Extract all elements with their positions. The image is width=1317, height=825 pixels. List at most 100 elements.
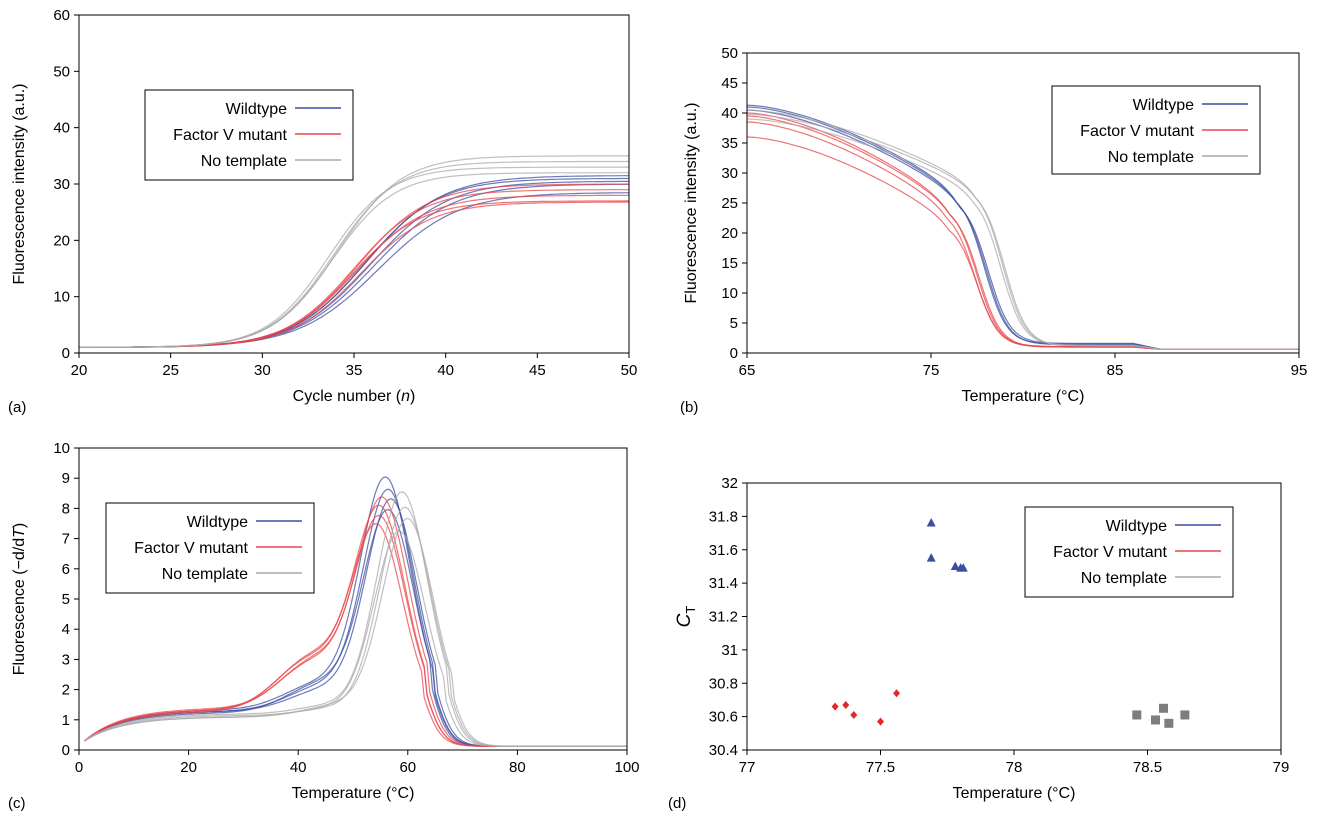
mutant-point — [850, 710, 858, 719]
y-tick-label: 3 — [62, 651, 70, 668]
x-tick-label: 40 — [437, 362, 454, 379]
plot-area — [747, 104, 1299, 350]
y-axis-label: Fluorescence intensity (a.u.) — [11, 84, 28, 285]
mutant-point — [877, 717, 884, 726]
x-tick-label: 35 — [346, 362, 363, 379]
x-tick-label: 20 — [180, 759, 197, 776]
amplification-curve — [79, 155, 629, 348]
y-tick-label: 31 — [721, 642, 738, 659]
amplification-curve — [79, 183, 629, 348]
legend-entry-label: No template — [1108, 149, 1194, 166]
panel-d-scatter: 77 77.5 78 78.5 79 30.4 30.6 30.8 31 31.2 31.4 31.6… — [668, 475, 1289, 812]
y-tick-label: 20 — [721, 225, 738, 242]
legend-entry-label: Factor V mutant — [1080, 123, 1194, 140]
y-tick-label: 10 — [721, 285, 738, 302]
panel-label: (b) — [680, 399, 698, 416]
amplification-curve — [79, 183, 629, 348]
amplification-curve — [79, 172, 629, 348]
plot-area — [84, 476, 627, 747]
y-tick-label: 31.4 — [709, 575, 738, 592]
y-tick-label: 10 — [53, 289, 70, 306]
y-tick-label: 40 — [53, 120, 70, 137]
amplification-curve — [79, 189, 629, 348]
y-axis-label: CT — [674, 606, 698, 628]
y-tick-label: 35 — [721, 135, 738, 152]
y-tick-label: 50 — [53, 63, 70, 80]
y-tick-label: 60 — [53, 7, 70, 24]
y-tick-label: 31.2 — [709, 609, 738, 626]
y-tick-label: 30.6 — [709, 709, 738, 726]
x-tick-label: 95 — [1291, 362, 1308, 379]
amplification-curve — [79, 180, 629, 348]
x-axis-label: Cycle number (n) — [293, 388, 416, 405]
panel-label: (c) — [8, 795, 26, 812]
panel-label: (d) — [668, 795, 686, 812]
x-tick-label: 30 — [254, 362, 271, 379]
y-tick-label: 30.8 — [709, 675, 738, 692]
plot-area — [79, 155, 629, 348]
y-tick-label: 40 — [721, 105, 738, 122]
no-template-point — [1151, 715, 1161, 725]
x-tick-label: 100 — [614, 759, 639, 776]
legend-entry-label: No template — [162, 566, 248, 583]
y-tick-label: 7 — [62, 531, 70, 548]
mutant-point — [842, 700, 850, 709]
y-tick-label: 32 — [721, 475, 738, 492]
panel-b-melt: 65 75 85 95 0 5 10 15 20 25 30 35 40 45 50 Temperature … — [680, 45, 1307, 416]
x-tick-label: 77.5 — [866, 759, 895, 776]
x-tick-label: 79 — [1273, 759, 1290, 776]
legend-entry-label: Wildtype — [187, 514, 248, 531]
y-tick-label: 20 — [53, 232, 70, 249]
legend-entry-label: Factor V mutant — [134, 540, 248, 557]
y-tick-label: 0 — [730, 345, 738, 362]
y-tick-label: 10 — [53, 440, 70, 457]
y-tick-label: 15 — [721, 255, 738, 272]
x-tick-label: 40 — [290, 759, 307, 776]
y-tick-label: 5 — [730, 315, 738, 332]
y-axis-label: Fluorescence (−d/dT) — [11, 523, 28, 676]
y-tick-label: 31.8 — [709, 508, 738, 525]
wildtype-point — [950, 561, 960, 570]
no-template-point — [1180, 710, 1190, 720]
y-tick-label: 5 — [62, 591, 70, 608]
legend-entry-label: Wildtype — [226, 101, 287, 118]
x-tick-label: 78 — [1006, 759, 1023, 776]
x-tick-label: 60 — [399, 759, 416, 776]
panel-c-derivative: 0 20 40 60 80 100 0 1 2 3 4 5 6 7 8 9 10 Temperature (°C)… — [8, 440, 640, 812]
no-template-point — [1159, 703, 1169, 713]
x-axis-label: Temperature (°C) — [292, 785, 415, 802]
legend-entry-label: Wildtype — [1133, 97, 1194, 114]
x-tick-label: 85 — [1107, 362, 1124, 379]
y-tick-label: 25 — [721, 195, 738, 212]
wildtype-point — [926, 553, 936, 562]
x-axis-label: Temperature (°C) — [953, 785, 1076, 802]
x-tick-label: 75 — [923, 362, 940, 379]
y-tick-label: 0 — [62, 345, 70, 362]
plot-frame — [78, 447, 628, 751]
legend-entry-label: Factor V mutant — [173, 127, 287, 144]
y-axis-label: Fluorescence intensity (a.u.) — [683, 103, 700, 304]
legend-box — [144, 89, 354, 181]
y-tick-label: 1 — [62, 712, 70, 729]
y-tick-label: 4 — [62, 621, 70, 638]
plot-frame — [78, 14, 630, 354]
y-tick-label: 30 — [53, 176, 70, 193]
x-tick-label: 50 — [621, 362, 638, 379]
amplification-curve — [79, 177, 629, 348]
no-template-point — [1164, 718, 1174, 728]
y-tick-label: 9 — [62, 470, 70, 487]
y-tick-label: 50 — [721, 45, 738, 62]
melt-curve — [747, 118, 1299, 350]
y-tick-label: 8 — [62, 500, 70, 517]
wildtype-point — [926, 518, 936, 527]
mutant-point — [893, 689, 901, 698]
amplification-curve — [79, 160, 629, 348]
legend-box — [1024, 506, 1234, 598]
y-tick-label: 6 — [62, 561, 70, 578]
y-tick-label: 2 — [62, 682, 70, 699]
x-tick-label: 77 — [739, 759, 756, 776]
x-tick-label: 25 — [162, 362, 179, 379]
y-tick-label: 30 — [721, 165, 738, 182]
x-axis-label: Temperature (°C) — [962, 388, 1085, 405]
